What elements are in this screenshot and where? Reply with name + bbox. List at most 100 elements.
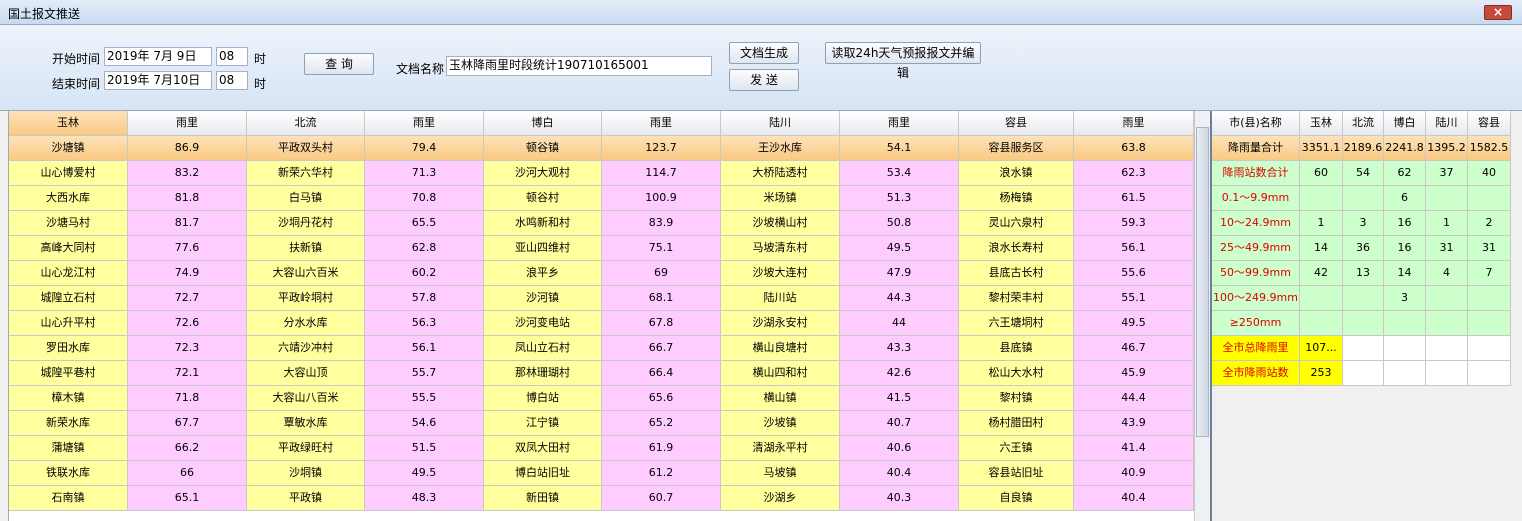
station-cell: 沙垌丹花村	[247, 211, 365, 236]
summary-value: 3	[1343, 211, 1384, 236]
summary-value	[1426, 336, 1468, 361]
summary-value: 2241.8	[1384, 136, 1426, 161]
doc-name-input[interactable]: 玉林降雨里时段统计190710165001	[446, 56, 712, 76]
forecast-button[interactable]: 读取24h天气预报报文并编辑	[825, 42, 981, 80]
column-header[interactable]: 容县	[959, 111, 1074, 136]
rain-cell: 43.9	[1074, 411, 1194, 436]
column-header[interactable]: 陆川	[721, 111, 840, 136]
station-cell: 山心龙江村	[9, 261, 128, 286]
summary-value: 253	[1300, 361, 1343, 386]
rain-cell: 40.7	[840, 411, 959, 436]
summary-value	[1384, 336, 1426, 361]
column-header[interactable]: 容县	[1468, 111, 1511, 136]
station-cell: 县底古长村	[959, 261, 1074, 286]
summary-value: 2	[1468, 211, 1511, 236]
station-cell: 凤山立石村	[484, 336, 602, 361]
station-cell: 大容山六百米	[247, 261, 365, 286]
station-cell: 罗田水库	[9, 336, 128, 361]
scroll-thumb[interactable]	[1196, 127, 1209, 437]
summary-value	[1343, 361, 1384, 386]
station-cell: 城隍立石村	[9, 286, 128, 311]
station-cell: 顿谷镇	[484, 136, 602, 161]
column-header[interactable]: 北流	[247, 111, 365, 136]
rain-cell: 67.7	[128, 411, 247, 436]
summary-value	[1384, 311, 1426, 336]
rain-cell: 55.1	[1074, 286, 1194, 311]
station-cell: 顿谷村	[484, 186, 602, 211]
column-header[interactable]: 博白	[1384, 111, 1426, 136]
summary-value	[1468, 186, 1511, 211]
hour-unit: 时	[254, 77, 267, 91]
column-header[interactable]: 北流	[1343, 111, 1384, 136]
station-cell: 江宁镇	[484, 411, 602, 436]
station-cell: 大容山八百米	[247, 386, 365, 411]
rain-cell: 72.3	[128, 336, 247, 361]
rain-cell: 79.4	[365, 136, 484, 161]
toolbar: 开始时间 2019年 7月 9日 08 时 结束时间 2019年 7月10日 0…	[0, 25, 1522, 111]
station-cell: 横山良塘村	[721, 336, 840, 361]
end-hour[interactable]: 08	[216, 71, 248, 90]
station-cell: 平政双头村	[247, 136, 365, 161]
station-cell: 六王镇	[959, 436, 1074, 461]
station-cell: 沙垌镇	[247, 461, 365, 486]
station-cell: 浪水长寿村	[959, 236, 1074, 261]
rain-cell: 49.5	[365, 461, 484, 486]
doc-name-label: 文档名称	[396, 62, 445, 76]
summary-value	[1426, 186, 1468, 211]
summary-name: 降雨量合计	[1212, 136, 1300, 161]
station-cell: 浪平乡	[484, 261, 602, 286]
station-cell: 六王塘垌村	[959, 311, 1074, 336]
summary-value	[1384, 361, 1426, 386]
rain-cell: 72.1	[128, 361, 247, 386]
summary-value: 3	[1384, 286, 1426, 311]
summary-value	[1426, 286, 1468, 311]
summary-value	[1343, 311, 1384, 336]
rain-cell: 61.2	[602, 461, 721, 486]
start-date[interactable]: 2019年 7月 9日	[104, 47, 212, 66]
close-button[interactable]: ×	[1484, 5, 1512, 20]
summary-value: 2189.6	[1343, 136, 1384, 161]
summary-value: 14	[1384, 261, 1426, 286]
rain-cell: 45.9	[1074, 361, 1194, 386]
station-cell: 城隍平巷村	[9, 361, 128, 386]
column-header[interactable]: 雨里	[840, 111, 959, 136]
rain-cell: 67.8	[602, 311, 721, 336]
column-header[interactable]: 玉林	[1300, 111, 1343, 136]
summary-name: 10～24.9mm	[1212, 211, 1300, 236]
column-header[interactable]: 博白	[484, 111, 602, 136]
summary-value: 16	[1384, 236, 1426, 261]
start-hour[interactable]: 08	[216, 47, 248, 66]
summary-value	[1343, 336, 1384, 361]
column-header[interactable]: 陆川	[1426, 111, 1468, 136]
rain-cell: 83.9	[602, 211, 721, 236]
station-cell: 蒲塘镇	[9, 436, 128, 461]
rain-cell: 66.7	[602, 336, 721, 361]
column-header[interactable]: 雨里	[1074, 111, 1194, 136]
hour-unit: 时	[254, 52, 267, 66]
station-cell: 大桥陆透村	[721, 161, 840, 186]
rain-cell: 65.6	[602, 386, 721, 411]
rain-cell: 74.9	[128, 261, 247, 286]
column-header[interactable]: 雨里	[128, 111, 247, 136]
column-header[interactable]: 雨里	[365, 111, 484, 136]
scrollbar[interactable]	[1194, 111, 1210, 521]
rain-cell: 56.1	[1074, 236, 1194, 261]
station-cell: 沙湖永安村	[721, 311, 840, 336]
rain-cell: 66.4	[602, 361, 721, 386]
column-header[interactable]: 玉林	[9, 111, 128, 136]
summary-value	[1468, 336, 1511, 361]
column-header[interactable]: 市(县)名称	[1212, 111, 1300, 136]
column-header[interactable]: 雨里	[602, 111, 721, 136]
query-button[interactable]: 查 询	[304, 53, 374, 75]
rain-cell: 42.6	[840, 361, 959, 386]
rain-cell: 53.4	[840, 161, 959, 186]
rain-cell: 75.1	[602, 236, 721, 261]
summary-value: 4	[1426, 261, 1468, 286]
rain-cell: 56.3	[365, 311, 484, 336]
send-button[interactable]: 发 送	[729, 69, 799, 91]
generate-button[interactable]: 文档生成	[729, 42, 799, 64]
end-date[interactable]: 2019年 7月10日	[104, 71, 212, 90]
station-cell: 沙塘马村	[9, 211, 128, 236]
station-cell: 自良镇	[959, 486, 1074, 511]
